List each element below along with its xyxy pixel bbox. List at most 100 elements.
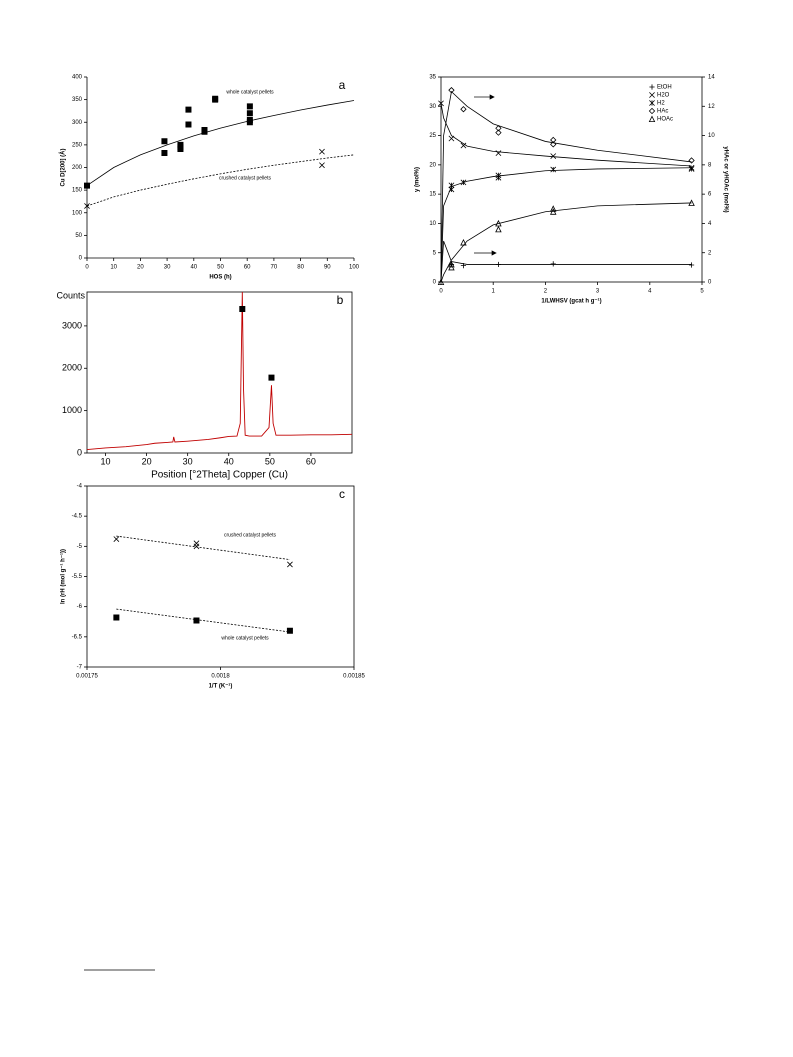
x-tick-label: 0 [85,265,89,271]
arrow-head [489,94,495,100]
x-tick-label: 1 [492,289,496,295]
marker [688,166,695,172]
fit-line [440,202,692,283]
fit-line [440,103,692,167]
y-tick-label: 100 [72,210,83,216]
y-tick-label: -6 [77,604,83,610]
marker [549,205,557,212]
y2-axis-label: yHAc or yHOAc (mol%) [722,146,728,212]
marker [495,125,502,132]
panel-label: a [339,78,346,92]
x-tick-label: 70 [271,265,278,271]
legend-marker [648,107,656,115]
x-tick-label: 10 [100,456,110,466]
marker [246,103,253,110]
fit-line [440,167,692,283]
annotation: crushed catalyst pellets [224,532,276,538]
marker [268,374,275,381]
fit-line [86,291,353,451]
y-axis-label: y (mol%) [415,167,421,192]
legend-label: HOAc [657,117,673,123]
annotation: crushed catalyst pellets [219,175,271,181]
marker [193,617,200,624]
legend-label: EtOH [657,85,672,91]
y2-tick-label: 12 [708,104,715,110]
axes [86,77,354,259]
fit-line [116,608,290,633]
x-tick-label: 0.00175 [76,674,98,680]
x-axis-label: HOS (h) [209,275,231,281]
x-tick-label: 30 [164,265,171,271]
marker [550,261,556,267]
marker [448,260,455,268]
marker [495,225,502,233]
y2-tick-label: 6 [708,192,712,198]
y-tick-label: -5.5 [72,574,83,580]
x-tick-label: 40 [224,456,234,466]
x-tick-label: 0 [439,289,443,295]
y-tick-label: 200 [72,165,83,171]
marker [185,106,192,113]
marker [437,278,445,285]
plot-frame [86,291,353,454]
marker [287,561,293,568]
x-tick-label: 3 [596,289,600,295]
y-tick-label: 10 [429,221,436,227]
y-tick-label: 0 [433,280,437,286]
fit-line [440,90,692,283]
y2-tick-label: 2 [708,250,712,256]
marker [460,106,467,113]
y-tick-label: -6.5 [72,634,83,640]
y-tick-label: 35 [429,75,436,81]
marker [319,148,325,155]
y-tick-label: 15 [429,192,436,198]
marker [495,129,502,136]
marker [319,162,325,169]
x-tick-label: 20 [137,265,144,271]
marker [113,536,120,542]
y-tick-label: 250 [72,142,83,148]
y-tick-label: -4 [77,484,83,490]
x-tick-label: 60 [306,456,316,466]
marker [550,153,557,159]
y-tick-label: 300 [72,120,83,126]
marker [246,110,253,117]
annotation: whole catalyst pellets [221,635,269,641]
marker [84,203,90,209]
marker [212,96,219,103]
legend-marker [649,92,655,98]
x-axis-label: Position [°2Theta] Copper (Cu) [151,470,288,481]
x-tick-label: 50 [265,456,275,466]
x-tick-label: 30 [183,456,193,466]
y-tick-label: 50 [75,233,82,239]
y-tick-label: 350 [72,97,83,103]
y-tick-label: 0 [79,256,83,262]
x-tick-label: 0.00185 [343,674,365,680]
x-tick-label: 40 [190,265,197,271]
x-tick-label: 10 [110,265,117,271]
x-tick-label: 4 [648,289,652,295]
arrows [474,94,497,256]
x-tick-label: 0.0018 [211,674,230,680]
y-tick-label: 20 [429,162,436,168]
marker [286,627,293,634]
y-tick-label: 5 [433,250,437,256]
marker [438,100,444,107]
x-tick-label: 80 [297,265,304,271]
fit-line [116,535,290,561]
x-tick-label: 2 [544,289,548,295]
y-tick-label: -7 [77,665,83,671]
legend-label: H2O [657,93,670,99]
y-tick-label: 0 [77,447,82,457]
fit-line [440,240,692,283]
y2-tick-label: 8 [708,162,712,168]
legend-label: H2 [657,101,665,107]
x-tick-label: 100 [349,265,360,271]
y-tick-label: 2000 [62,363,82,373]
x-tick-label: 20 [142,456,152,466]
y-axis-label: Counts [56,290,85,300]
y-tick-label: 1000 [62,405,82,415]
annotation: whole catalyst pellets [226,89,274,95]
panel-label: c [339,487,345,501]
